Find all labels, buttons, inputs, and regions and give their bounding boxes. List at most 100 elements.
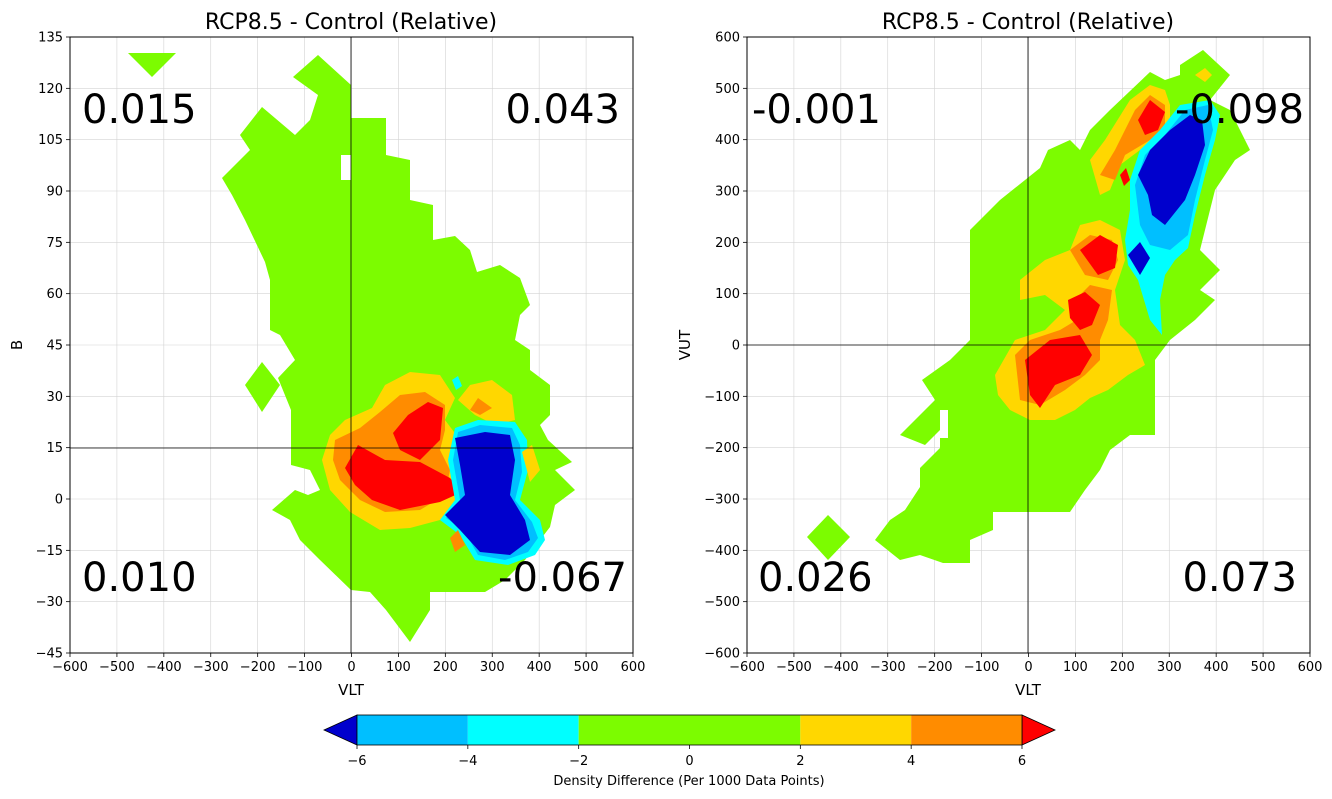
left-quadrant-bottom-left: 0.010: [82, 555, 197, 601]
right-x-ticks: −600 −500 −400 −300 −200 −100 0 100 200 300 400 500…: [729, 653, 1322, 675]
right-region-hole: [940, 410, 948, 438]
right-y-tick-label: 400: [715, 133, 740, 148]
left-y-tick-label: 0: [55, 493, 63, 508]
left-quadrant-top-left: 0.015: [82, 87, 197, 133]
right-y-tick-label: 300: [715, 185, 740, 200]
left-x-tick-label: −200: [240, 660, 276, 675]
right-y-tick-label: −300: [704, 493, 740, 508]
right-y-tick-label: 100: [715, 287, 740, 302]
colorbar: −6 −4 −2 0 2 4 6 Density Difference (Per 1000 …: [323, 714, 1056, 789]
left-y-tick-label: −30: [36, 595, 63, 610]
left-contour-fill: [128, 53, 575, 642]
right-contour-fill: [807, 50, 1250, 563]
left-x-tick-label: −100: [287, 660, 323, 675]
left-y-tick-label: 90: [46, 185, 63, 200]
left-x-ticks: −600 −500 −400 −300 −200 −100 0 100 200 300 400 500…: [52, 653, 645, 675]
right-y-tick-label: −400: [704, 544, 740, 559]
left-y-tick-label: 15: [46, 441, 63, 456]
left-region-yellow-c: [522, 445, 540, 482]
left-x-axis-label: VLT: [338, 681, 365, 699]
colorbar-bins: −6 −4 −2 0 2 4 6: [323, 714, 1056, 769]
right-y-tick-label: 500: [715, 82, 740, 97]
right-y-tick-label: −500: [704, 595, 740, 610]
right-region-green-island: [807, 515, 850, 560]
right-region-yellow-c: [1195, 68, 1212, 82]
colorbar-bin: [467, 715, 579, 745]
right-quadrant-bottom-right: 0.073: [1182, 555, 1297, 601]
left-y-tick-label: −45: [36, 647, 63, 662]
colorbar-bin: [800, 715, 912, 745]
left-region-cyan-dot: [452, 376, 462, 390]
left-region-red-a: [393, 402, 443, 460]
colorbar-extend-below: [323, 714, 358, 746]
left-x-tick-label: 0: [347, 660, 355, 675]
left-y-tick-label: 120: [38, 82, 63, 97]
right-y-tick-label: −200: [704, 441, 740, 456]
right-x-tick-label: 0: [1024, 660, 1032, 675]
colorbar-tick-label: 0: [685, 754, 693, 769]
right-region-red-b: [1068, 292, 1100, 330]
colorbar-extend-above: [1021, 714, 1056, 746]
right-x-axis-label: VLT: [1015, 681, 1042, 699]
right-x-tick-label: 400: [1204, 660, 1229, 675]
left-y-tick-label: 30: [46, 390, 63, 405]
right-x-tick-label: −200: [917, 660, 953, 675]
left-region-blue: [445, 432, 530, 555]
left-x-tick-label: −600: [52, 660, 88, 675]
right-quadrant-bottom-left: 0.026: [758, 555, 873, 601]
colorbar-label: Density Difference (Per 1000 Data Points…: [553, 774, 824, 789]
left-quadrant-bottom-right: -0.067: [498, 555, 627, 601]
left-y-tick-label: 75: [46, 236, 63, 251]
left-x-tick-label: −400: [146, 660, 182, 675]
right-y-axis-label: VUT: [676, 329, 694, 360]
left-x-tick-label: 100: [386, 660, 411, 675]
right-x-tick-label: −400: [823, 660, 859, 675]
right-x-tick-label: −300: [870, 660, 906, 675]
right-y-tick-label: 0: [732, 339, 740, 354]
right-y-tick-label: −100: [704, 390, 740, 405]
right-y-tick-label: −600: [704, 647, 740, 662]
left-y-tick-label: 135: [38, 31, 63, 46]
right-region-blue: [1138, 115, 1205, 225]
left-chart-title: RCP8.5 - Control (Relative): [205, 10, 497, 35]
left-y-tick-label: 45: [46, 339, 63, 354]
left-y-ticks: −45 −30 −15 0 15 30 45 60 75 90 105 120 135: [36, 31, 70, 662]
left-x-tick-label: −300: [193, 660, 229, 675]
right-x-tick-label: −600: [729, 660, 765, 675]
colorbar-tick-label: −2: [569, 754, 588, 769]
right-region-red-d: [1138, 100, 1165, 135]
colorbar-tick-label: −4: [458, 754, 477, 769]
colorbar-bin: [689, 715, 801, 745]
right-region-red-e: [1120, 168, 1130, 186]
right-y-tick-label: 200: [715, 236, 740, 251]
right-quadrant-top-left: -0.001: [752, 87, 881, 133]
right-region-blue-b: [1128, 242, 1150, 275]
left-x-tick-label: 500: [574, 660, 599, 675]
left-panel: RCP8.5 - Control (Relative): [8, 10, 645, 699]
left-region-red-b: [345, 445, 462, 510]
left-quadrant-top-right: 0.043: [505, 87, 620, 133]
right-x-tick-label: 100: [1063, 660, 1088, 675]
right-region-red-a: [1025, 335, 1092, 408]
left-y-tick-label: 105: [38, 133, 63, 148]
colorbar-tick-label: 4: [907, 754, 915, 769]
left-x-tick-label: 400: [527, 660, 552, 675]
colorbar-tick-label: 2: [796, 754, 804, 769]
right-region-red-c: [1080, 235, 1118, 275]
right-panel: RCP8.5 - Control (Relative) −600 −500 −400: [676, 10, 1322, 699]
left-y-tick-label: −15: [36, 544, 63, 559]
left-region-green-island-b: [128, 53, 176, 77]
left-x-tick-label: 200: [433, 660, 458, 675]
left-region-orange-b: [470, 398, 492, 415]
colorbar-tick-label: −6: [347, 754, 366, 769]
left-x-tick-label: 300: [480, 660, 505, 675]
right-y-ticks: −600 −500 −400 −300 −200 −100 0 100 200 300 400 500…: [704, 31, 747, 662]
colorbar-bin: [911, 715, 1022, 745]
left-region-hole: [341, 155, 351, 180]
left-y-axis-label: B: [8, 340, 26, 350]
left-region-yellow-b: [458, 380, 515, 425]
left-region-orange-c: [450, 530, 465, 552]
right-quadrant-top-right: -0.098: [1175, 87, 1304, 133]
right-x-tick-label: 600: [1298, 660, 1323, 675]
